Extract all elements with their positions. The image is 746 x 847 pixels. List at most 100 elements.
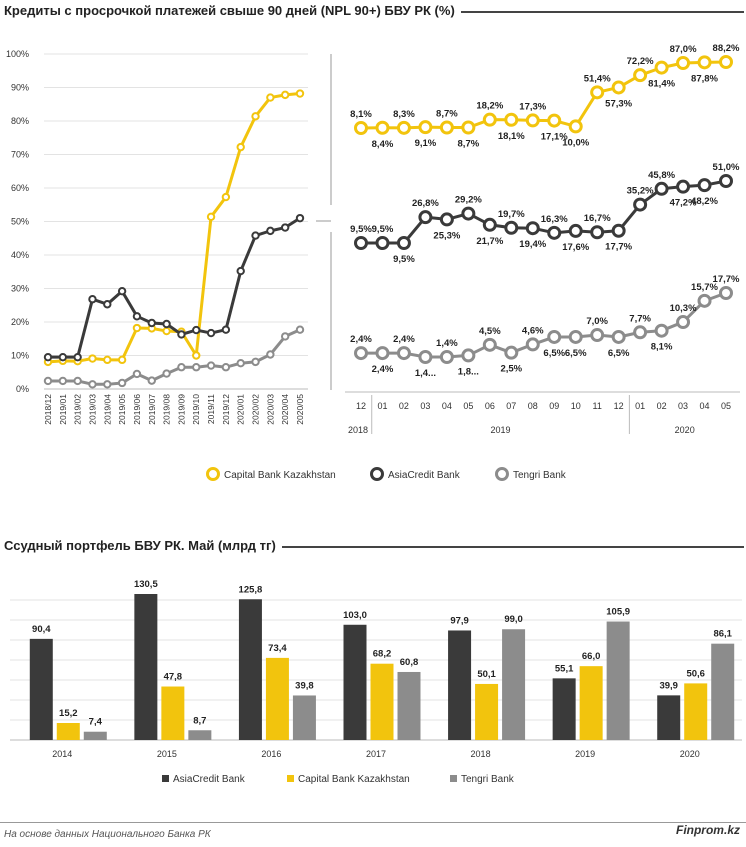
left-point-tengri xyxy=(266,350,275,359)
right-point-asia xyxy=(676,179,691,194)
bar-capital xyxy=(370,663,394,740)
bar-value-label-tengri: 7,4 xyxy=(89,717,103,728)
right-data-label-asia: 48,2% xyxy=(691,196,718,207)
right-data-label-asia: 16,7% xyxy=(584,213,611,224)
bar-capital xyxy=(579,666,603,740)
right-point-tengri xyxy=(676,315,691,330)
bar-tengri xyxy=(397,671,421,740)
right-data-label-asia: 35,2% xyxy=(627,186,654,197)
left-y-tick-label: 60% xyxy=(11,183,29,193)
left-y-tick-label: 20% xyxy=(11,317,29,327)
left-x-tick-label: 2020/03 xyxy=(265,394,275,425)
bar-tengri xyxy=(83,731,107,740)
right-point-capital xyxy=(633,68,648,83)
top-chart-title: Кредиты с просрочкой платежей свыше 90 д… xyxy=(4,3,461,18)
left-point-capital xyxy=(266,93,275,102)
left-x-tick-label: 2019/09 xyxy=(176,394,186,425)
right-point-tengri xyxy=(482,337,497,352)
left-x-tick-label: 2019/02 xyxy=(73,394,83,425)
right-data-label-tengri: 7,7% xyxy=(629,313,651,324)
bar-legend-swatch-asia xyxy=(162,775,169,782)
left-y-tick-label: 90% xyxy=(11,83,29,93)
right-point-asia xyxy=(633,197,648,212)
right-data-label-capital: 17,3% xyxy=(519,101,546,112)
right-data-label-capital: 87,0% xyxy=(670,44,697,55)
right-month-label: 02 xyxy=(399,401,409,411)
bottom-title-rule xyxy=(4,546,744,548)
bar-capital xyxy=(265,657,289,740)
bar-capital xyxy=(684,683,708,740)
left-x-tick-label: 2019/10 xyxy=(191,394,201,425)
left-x-tick-label: 2019/03 xyxy=(87,394,97,425)
left-point-asia xyxy=(73,352,82,362)
left-point-tengri xyxy=(88,380,97,389)
bar-tengri xyxy=(292,695,316,740)
right-point-tengri xyxy=(354,346,368,361)
legend-marker-tengri xyxy=(495,467,509,481)
right-month-label: 09 xyxy=(549,401,559,411)
bar-value-label-capital: 66,0 xyxy=(582,651,601,662)
right-month-label: 08 xyxy=(528,401,538,411)
right-data-label-asia: 9,5% xyxy=(372,224,394,235)
right-point-capital xyxy=(354,121,368,135)
left-point-asia xyxy=(132,312,142,321)
left-point-asia xyxy=(221,325,231,334)
left-point-tengri xyxy=(103,380,112,389)
right-data-label-tengri: 6,5% xyxy=(608,348,630,359)
bar-value-label-capital: 68,2 xyxy=(373,649,392,660)
right-year-label: 2018 xyxy=(348,425,368,435)
left-point-asia xyxy=(43,352,53,362)
left-point-tengri xyxy=(58,376,68,386)
bar-value-label-capital: 47,8 xyxy=(164,672,183,683)
right-data-label-capital: 81,4% xyxy=(648,79,675,90)
bar-legend-label-asia: AsiaCredit Bank xyxy=(173,774,246,785)
right-month-label: 06 xyxy=(485,401,495,411)
right-point-asia xyxy=(504,220,519,235)
bar-value-label-asia: 90,4 xyxy=(32,624,51,635)
bar-value-label-tengri: 60,8 xyxy=(400,657,419,668)
bar-asia xyxy=(343,624,367,740)
bar-asia xyxy=(448,630,472,740)
legend-marker-asia xyxy=(370,467,384,481)
bar-category-label: 2019 xyxy=(575,749,595,759)
bar-value-label-capital: 50,1 xyxy=(477,669,496,680)
left-x-tick-label: 2020/02 xyxy=(251,394,261,425)
left-point-asia xyxy=(236,266,245,276)
left-x-tick-label: 2019/01 xyxy=(58,394,68,425)
left-point-tengri xyxy=(192,363,201,372)
left-point-tengri xyxy=(162,369,171,378)
right-data-label-capital: 8,1% xyxy=(350,109,372,120)
right-point-tengri xyxy=(396,346,411,361)
left-point-asia xyxy=(206,328,216,338)
right-point-asia xyxy=(547,225,562,240)
right-point-tengri xyxy=(461,348,476,363)
right-data-label-tengri: 1,4... xyxy=(415,368,436,379)
left-x-tick-label: 2019/04 xyxy=(102,394,112,425)
right-point-asia xyxy=(590,225,605,240)
right-data-label-asia: 17,7% xyxy=(605,242,632,253)
left-point-tengri xyxy=(295,325,305,334)
right-data-label-tengri: 2,4% xyxy=(393,334,415,345)
right-data-label-asia: 21,7% xyxy=(476,236,503,247)
left-x-tick-label: 2020/05 xyxy=(295,394,305,425)
right-month-label: 03 xyxy=(678,401,688,411)
legend-label-capital: Capital Bank Kazakhstan xyxy=(224,470,336,481)
right-data-label-capital: 72,2% xyxy=(627,56,654,67)
right-point-asia xyxy=(354,236,368,250)
left-y-tick-label: 70% xyxy=(11,150,29,160)
left-point-tengri xyxy=(236,359,245,368)
right-data-label-capital: 51,4% xyxy=(584,73,611,84)
right-month-label: 01 xyxy=(377,401,387,411)
right-point-capital xyxy=(697,55,712,70)
left-point-asia xyxy=(88,295,97,304)
right-data-label-tengri: 6,5% xyxy=(543,348,565,359)
bar-category-label: 2018 xyxy=(471,749,491,759)
right-year-label: 2019 xyxy=(491,425,511,435)
bar-capital xyxy=(56,722,80,740)
bar-legend-swatch-capital xyxy=(287,775,294,782)
right-data-label-asia: 9,5% xyxy=(393,254,415,265)
right-data-label-tengri: 2,5% xyxy=(500,364,522,375)
right-point-tengri xyxy=(418,350,433,364)
footer-rule xyxy=(0,822,746,823)
bar-category-label: 2014 xyxy=(52,749,72,759)
